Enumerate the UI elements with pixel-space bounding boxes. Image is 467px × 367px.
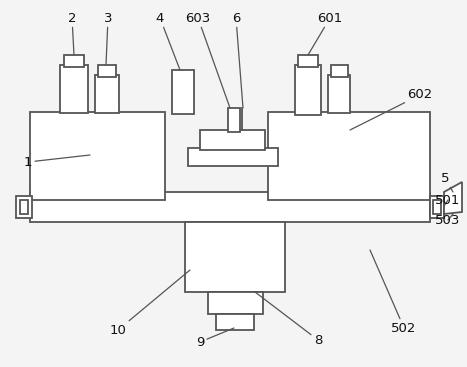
Text: 8: 8 [255, 292, 322, 346]
Bar [295, 65, 321, 115]
Text: 603: 603 [185, 11, 230, 108]
Text: 1: 1 [24, 155, 90, 168]
Text: 502: 502 [370, 250, 417, 334]
Text: 4: 4 [156, 11, 180, 70]
Text: 2: 2 [68, 11, 76, 55]
Bar [331, 65, 348, 77]
Bar [228, 108, 240, 132]
Text: 10: 10 [110, 270, 190, 337]
Bar [200, 130, 265, 150]
Text: 9: 9 [196, 328, 234, 349]
Bar [430, 196, 444, 218]
Bar [16, 196, 32, 218]
Bar [64, 55, 84, 67]
Text: 503: 503 [435, 214, 460, 226]
Bar [20, 200, 28, 214]
Bar [95, 75, 119, 113]
Bar [30, 112, 165, 200]
Bar [208, 292, 263, 314]
Bar [298, 55, 318, 67]
Bar [216, 314, 254, 330]
Bar [60, 65, 88, 113]
Bar [98, 65, 116, 77]
Bar [172, 70, 194, 114]
Polygon shape [444, 182, 462, 214]
Text: 601: 601 [308, 11, 343, 55]
Bar [268, 112, 430, 200]
Text: 6: 6 [232, 11, 243, 108]
Bar [185, 222, 285, 292]
Bar [433, 200, 441, 214]
Text: 501: 501 [435, 193, 460, 207]
Text: 602: 602 [350, 88, 432, 130]
Bar [328, 75, 350, 113]
Bar [30, 192, 430, 222]
Text: 5: 5 [441, 171, 453, 192]
Bar [188, 148, 278, 166]
Text: 3: 3 [104, 11, 112, 65]
